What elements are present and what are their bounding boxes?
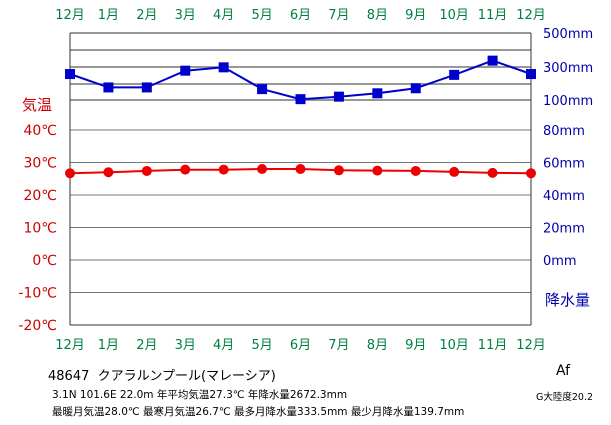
precipitation-tick-label: 20mm [543,222,585,237]
continentality-index: G大陸度20.2 [536,392,594,403]
temperature-point [449,166,460,177]
precipitation-tick-label: 0mm [543,254,577,269]
temperature-point [410,165,421,176]
temperature-point [333,165,344,176]
precipitation-point [103,82,114,93]
series-layer [65,55,536,179]
precipitation-tick-label: 60mm [543,157,585,172]
temperature-tick-label: -20℃ [18,318,57,334]
precipitation-point [410,83,421,94]
chart-axes [69,33,532,326]
station-stats-line-1: 3.1N 101.6E 22.0m 年平均気温27.3℃ 年降水量2672.3m… [52,389,348,401]
precipitation-point [218,62,229,73]
precipitation-point [141,82,152,93]
month-label-top: 2月 [136,8,157,23]
precipitation-tick-label: 100mm [543,94,593,109]
temperature-point [218,164,229,175]
temperature-point [257,164,268,174]
climate-chart: 12月 1月 2月 3月 4月 5月 6月 7月 8月 9月 10月 11月 12月 12月 1月 2月 3月… [18,8,593,353]
month-label-bottom: 12月 [55,338,85,353]
temperature-tick-label: 40℃ [23,123,57,139]
temperature-point [103,167,114,178]
left-axis-title: 気温 [22,96,52,114]
left-axis-tick-labels: 40℃ 30℃ 20℃ 10℃ 0℃ -10℃ -20℃ [18,123,57,334]
month-label-bottom: 5月 [251,338,272,353]
precipitation-point [295,94,306,105]
temperature-tick-label: 0℃ [32,253,57,269]
precipitation-point [333,91,344,102]
temperature-tick-label: -10℃ [18,286,57,302]
temperature-point [526,168,536,179]
month-label-bottom: 6月 [290,338,311,353]
right-axis-title: 降水量 [545,291,590,309]
precipitation-point [487,55,498,66]
precipitation-tick-label: 40mm [543,189,585,204]
precipitation-point [449,69,460,80]
climate-classification: Af [556,363,571,379]
precipitation-tick-label: 80mm [543,124,585,139]
month-label-bottom: 9月 [405,338,426,353]
month-label-top: 6月 [290,8,311,23]
month-label-top: 9月 [405,8,426,23]
station-id: 48647 [48,369,90,384]
month-label-top: 12月 [55,8,85,23]
station-name: クアラルンプール(マレーシア) [97,369,276,384]
temperature-tick-label: 10℃ [23,221,57,237]
precipitation-point [180,65,191,76]
precipitation-tick-label: 500mm [543,27,593,42]
month-label-top: 1月 [98,8,119,23]
month-label-top: 11月 [478,8,508,23]
temperature-point [65,168,75,179]
precipitation-tick-label: 300mm [543,61,593,76]
month-label-bottom: 11月 [478,338,508,353]
month-label-bottom: 3月 [175,338,196,353]
month-label-top: 7月 [328,8,349,23]
month-label-bottom: 10月 [439,338,469,353]
month-label-bottom: 1月 [98,338,119,353]
temperature-point [372,165,383,176]
month-label-bottom: 8月 [367,338,388,353]
top-month-labels: 12月 1月 2月 3月 4月 5月 6月 7月 8月 9月 10月 11月 12月 [55,8,546,23]
temperature-point [180,164,191,175]
right-axis-tick-labels: 500mm 300mm 100mm 80mm 60mm 40mm 20mm 0mm [543,27,593,269]
temperature-tick-label: 30℃ [23,156,57,172]
month-label-top: 4月 [213,8,234,23]
month-label-bottom: 4月 [213,338,234,353]
temperature-point [487,167,498,178]
precipitation-point [65,69,75,80]
temperature-tick-label: 20℃ [23,188,57,204]
month-label-top: 12月 [516,8,546,23]
station-stats-line-2: 最暖月気温28.0℃ 最寒月気温26.7℃ 最多月降水量333.5mm 最少月降… [52,406,465,418]
precipitation-point [372,88,383,99]
station-title: 48647 クアラルンプール(マレーシア) [48,365,276,384]
month-label-top: 8月 [367,8,388,23]
bottom-month-labels: 12月 1月 2月 3月 4月 5月 6月 7月 8月 9月 10月 11月 12月 [55,338,546,353]
month-label-bottom: 12月 [516,338,546,353]
precipitation-point [526,69,536,80]
month-label-top: 5月 [251,8,272,23]
month-label-top: 10月 [439,8,469,23]
temperature-point [295,164,306,174]
month-label-bottom: 7月 [328,338,349,353]
month-label-bottom: 2月 [136,338,157,353]
temperature-point [141,165,152,176]
month-label-top: 3月 [175,8,196,23]
precipitation-point [257,84,268,95]
